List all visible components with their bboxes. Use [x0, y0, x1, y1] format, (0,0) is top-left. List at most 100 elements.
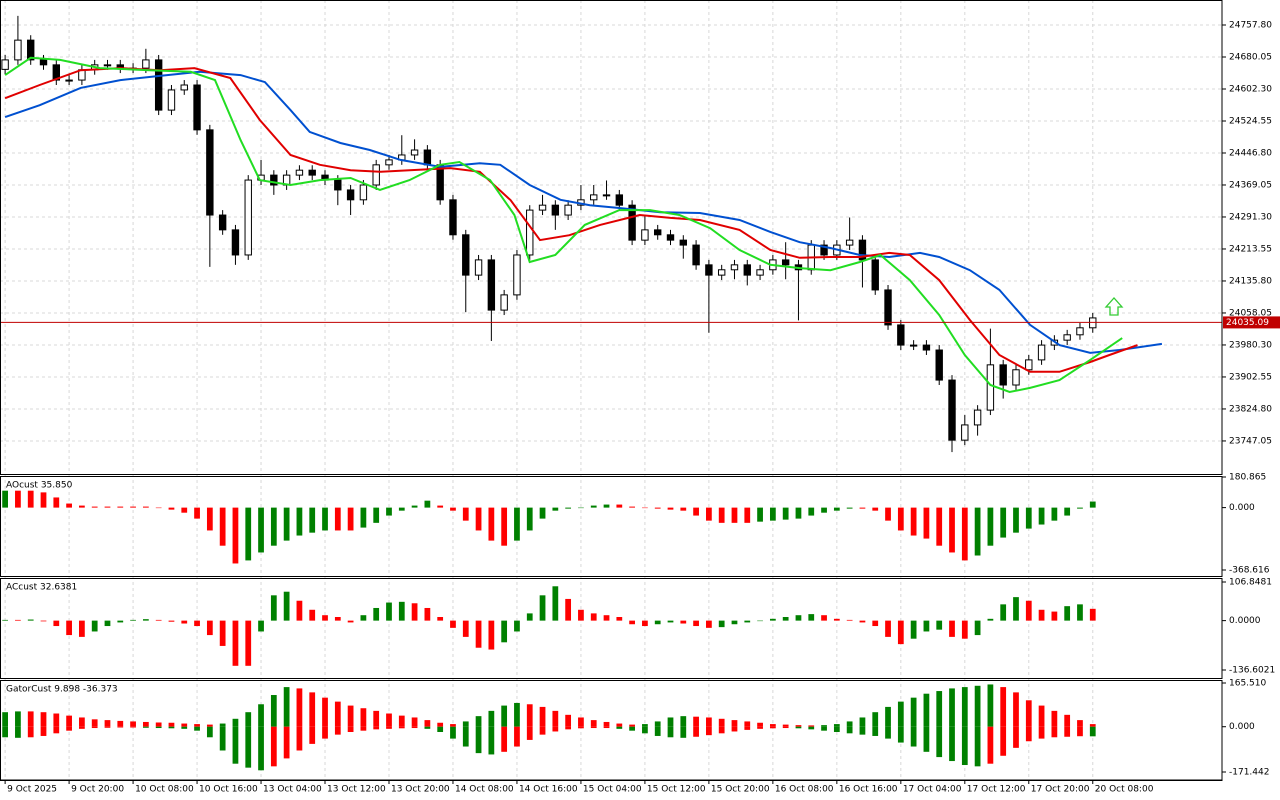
gator-bar	[219, 723, 226, 727]
gator-bar	[462, 726, 469, 747]
candle-body	[781, 259, 790, 266]
histogram-bar	[283, 507, 290, 541]
histogram-bar	[245, 507, 252, 561]
candle-body	[641, 229, 649, 241]
gator-bar	[398, 715, 405, 727]
candle-body	[897, 324, 905, 346]
current-price-label: 24035.09	[1226, 318, 1269, 328]
gator-bar	[872, 712, 879, 727]
histogram-bar	[411, 505, 418, 508]
histogram-bar	[206, 620, 213, 636]
histogram-bar	[1038, 507, 1045, 525]
gator-bar	[616, 723, 623, 727]
candle-body	[986, 364, 995, 411]
histogram-bar	[859, 507, 866, 509]
gator-bar	[1077, 726, 1083, 737]
gator-bar	[488, 726, 495, 755]
candle-body	[231, 229, 240, 256]
histogram-bar	[642, 620, 648, 627]
gator-bar	[987, 684, 994, 727]
gator-bar	[565, 714, 572, 727]
histogram-bar	[322, 507, 328, 531]
gator-bar	[590, 726, 597, 729]
histogram-bar	[181, 507, 188, 513]
histogram-bar	[2, 619, 8, 621]
gator-bar	[795, 725, 802, 727]
gator-bar	[590, 720, 597, 727]
candle-body	[218, 214, 227, 231]
gator-bar	[130, 721, 136, 727]
gator-bar	[475, 726, 482, 754]
gator-bar	[181, 723, 188, 727]
candle-body	[385, 159, 393, 166]
histogram-bar	[53, 497, 60, 508]
histogram-bar	[40, 492, 47, 508]
histogram-bar	[168, 620, 175, 622]
candle-body	[295, 169, 304, 176]
y-tick-label: -136.6021	[1229, 666, 1275, 676]
histogram-bar	[1051, 611, 1058, 621]
histogram-bar	[936, 507, 943, 546]
histogram-bar	[706, 507, 712, 521]
y-tick-label: 24291.30	[1229, 212, 1272, 222]
histogram-bar	[155, 507, 162, 509]
histogram-bar	[2, 490, 8, 508]
gator-bar	[1000, 726, 1007, 756]
alligator-line	[4, 56, 1123, 394]
histogram-bar	[347, 620, 354, 623]
histogram-bar	[91, 506, 98, 508]
gator-bar	[411, 717, 418, 727]
x-tick-label: 13 Oct 12:00	[327, 785, 386, 795]
x-tick-label: 16 Oct 16:00	[839, 785, 898, 795]
histogram-bar	[757, 507, 763, 522]
candle-body	[346, 189, 355, 201]
candle-body	[909, 344, 918, 347]
gator-bar	[706, 726, 712, 736]
histogram-bar	[488, 620, 495, 650]
candle-body	[820, 244, 828, 256]
histogram-bar	[40, 620, 47, 622]
histogram-bar	[718, 507, 725, 523]
gator-bar	[245, 726, 252, 768]
histogram-bar	[398, 507, 405, 511]
histogram-bar	[462, 620, 469, 637]
y-tick-label: 23824.80	[1229, 404, 1272, 414]
histogram-bar	[309, 609, 316, 621]
candle-body	[244, 179, 252, 256]
x-tick-label: 15 Oct 12:00	[647, 785, 706, 795]
gator-bar	[744, 726, 751, 730]
pane-border	[0, 578, 1223, 679]
histogram-bar	[1013, 597, 1019, 621]
alligator-line	[4, 70, 1163, 354]
gator-bar	[360, 726, 367, 731]
gator-bar	[680, 726, 687, 738]
histogram-bar	[450, 620, 456, 628]
x-tick-label: 9 Oct 2025	[7, 785, 57, 795]
candle-body	[628, 204, 636, 241]
candle-body	[513, 254, 521, 296]
gator-bar	[334, 701, 341, 727]
histogram-bar	[731, 507, 738, 523]
histogram-bar	[219, 620, 226, 646]
histogram-bar	[1000, 604, 1007, 621]
x-tick-label: 15 Oct 04:00	[583, 785, 642, 795]
candle-body	[206, 129, 214, 216]
gator-bar	[194, 726, 200, 731]
gator-bar	[501, 705, 508, 727]
gator-bar	[437, 726, 444, 732]
gator-bar	[1013, 692, 1019, 727]
histogram-bar	[846, 619, 853, 621]
candle-body	[884, 289, 892, 326]
gator-bar	[526, 726, 533, 740]
pane-title: ACcust 32.6381	[6, 583, 77, 593]
y-tick-label: 23902.55	[1229, 372, 1272, 382]
alligator-line	[4, 67, 1138, 373]
y-tick-label: 165.510	[1229, 679, 1266, 689]
candle-body	[717, 269, 726, 276]
histogram-bar	[526, 507, 533, 531]
histogram-bar	[961, 620, 968, 639]
gator-bar	[859, 717, 866, 727]
x-tick-label: 16 Oct 08:00	[775, 785, 834, 795]
candle-body	[39, 59, 48, 66]
